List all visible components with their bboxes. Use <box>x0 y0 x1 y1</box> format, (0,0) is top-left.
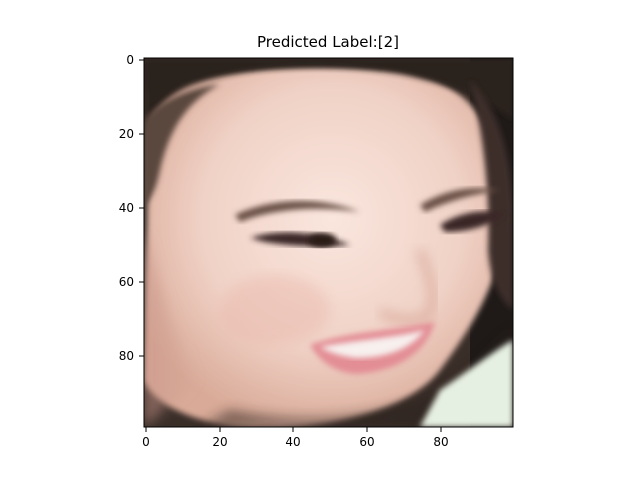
plot-title: Predicted Label:[2] <box>257 33 399 51</box>
face-image <box>144 58 513 427</box>
x-tick-label: 40 <box>285 435 300 449</box>
y-tick-label: 0 <box>126 53 134 67</box>
y-tick-label: 80 <box>119 349 134 363</box>
x-tick-label: 0 <box>142 435 150 449</box>
x-tick-label: 60 <box>359 435 374 449</box>
y-tick-label: 20 <box>119 127 134 141</box>
y-tick-label: 40 <box>119 201 134 215</box>
collar <box>420 340 513 427</box>
hair <box>144 58 513 130</box>
x-tick-label: 80 <box>433 435 448 449</box>
right-eye <box>440 211 505 232</box>
y-axis: 0 20 40 60 80 <box>119 53 144 363</box>
axes-frame <box>143 57 514 428</box>
x-axis: 0 20 40 60 80 <box>142 427 449 449</box>
y-tick-label: 60 <box>119 275 134 289</box>
x-tick-label: 20 <box>212 435 227 449</box>
